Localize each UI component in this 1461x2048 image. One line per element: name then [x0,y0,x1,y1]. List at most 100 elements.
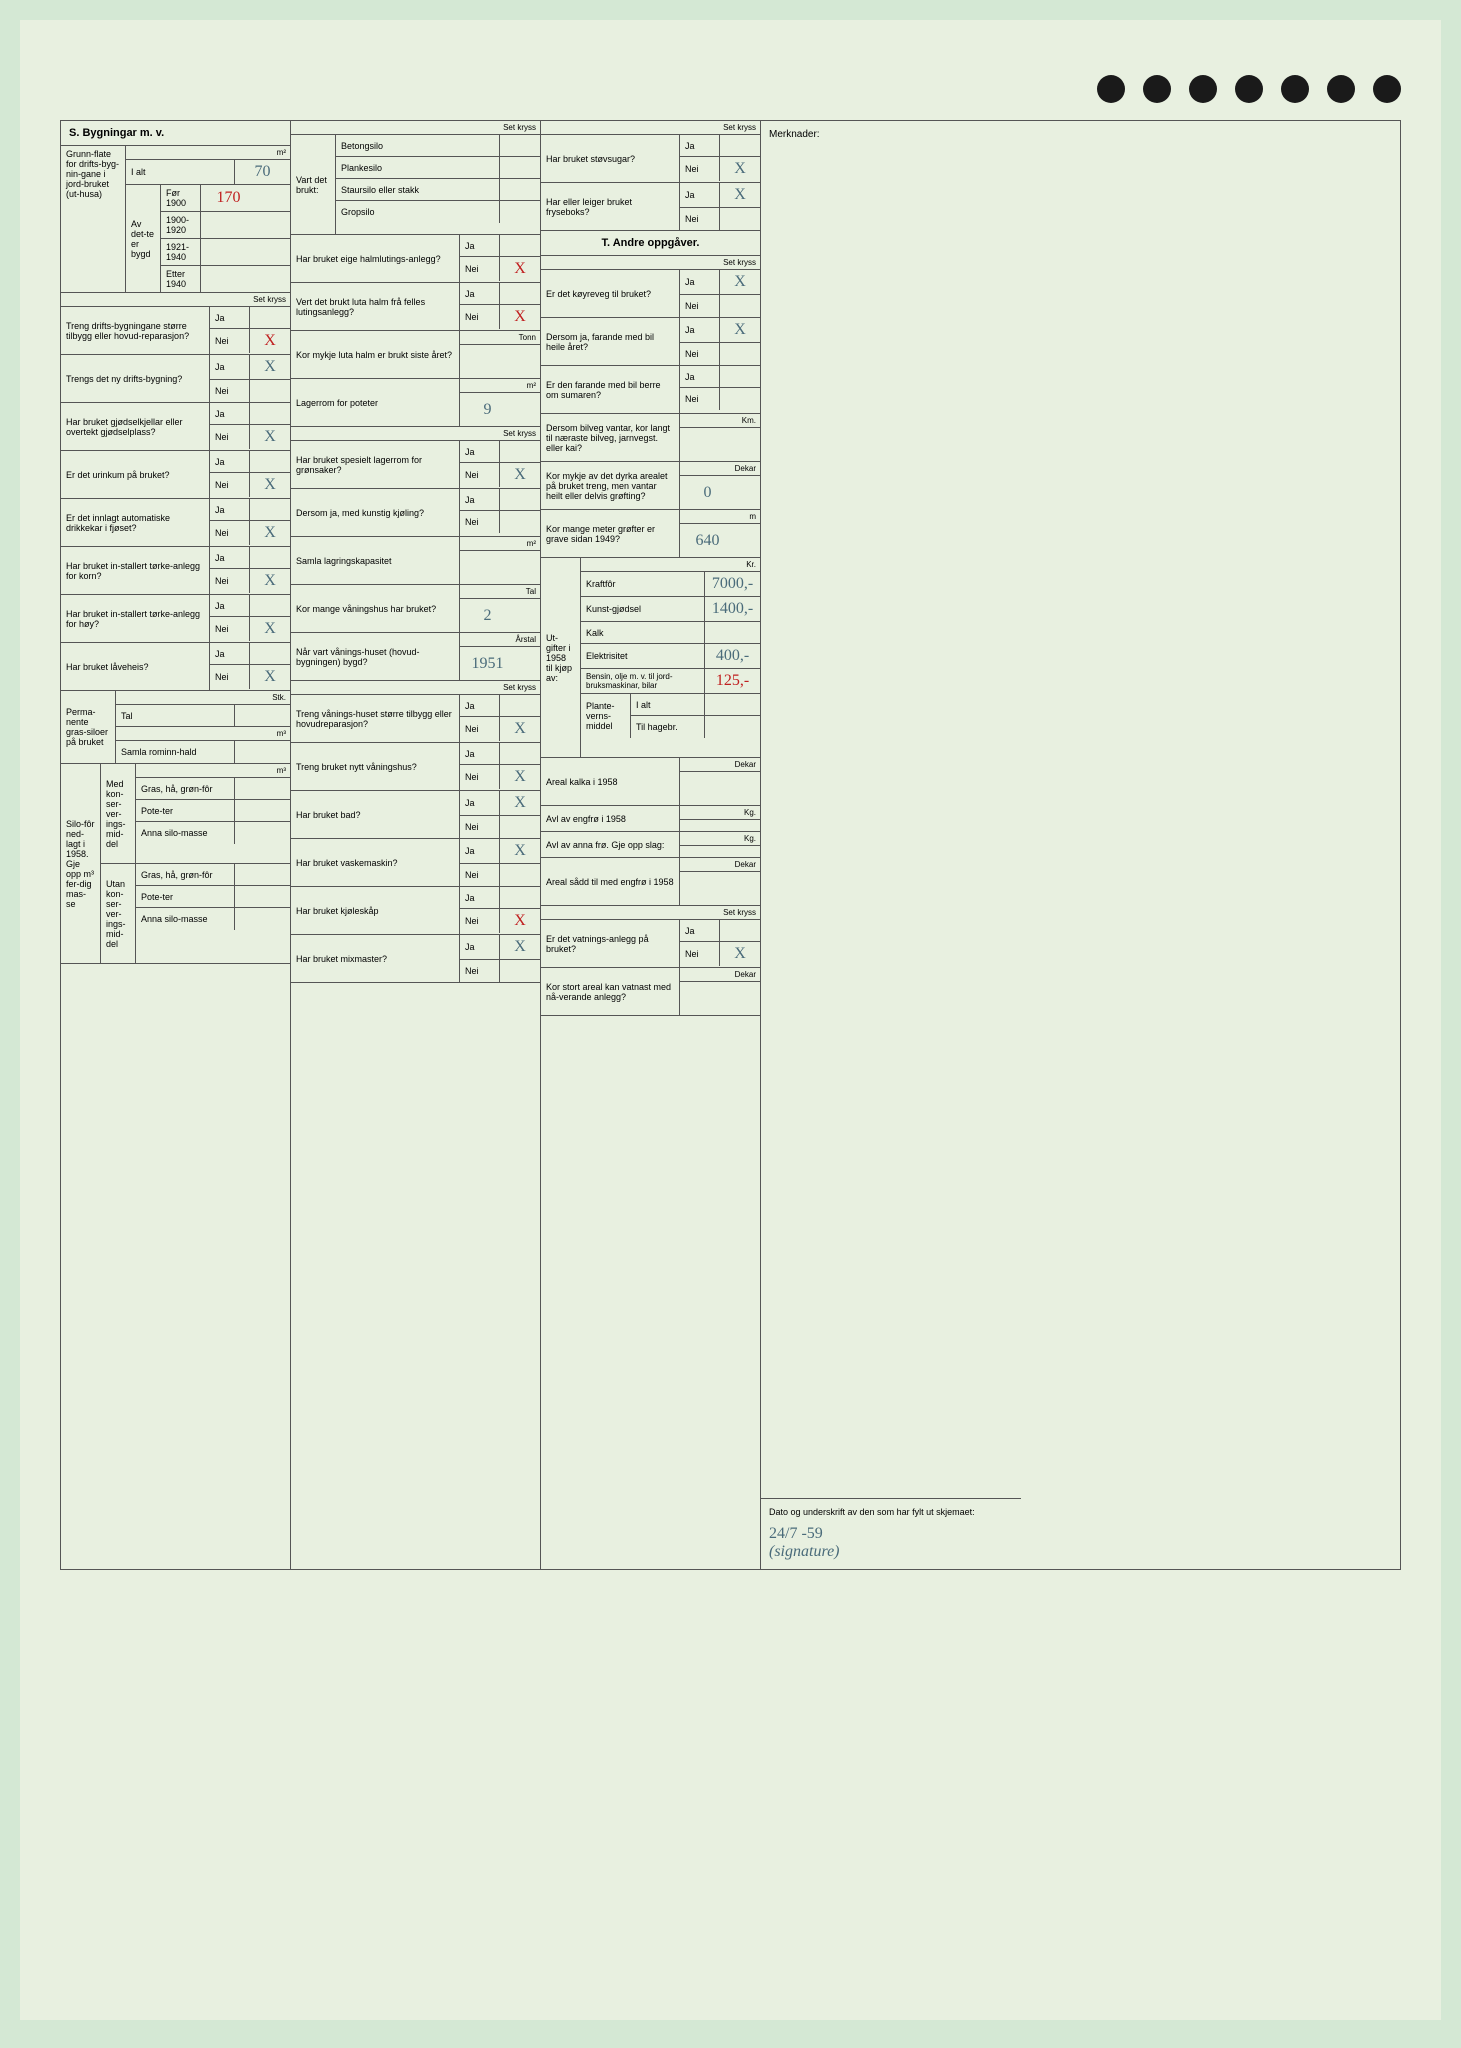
ja-label: Ja [210,403,250,424]
nei-label: Nei [460,257,500,281]
q3-ja [250,403,290,424]
q-mixmaster: Har bruket mixmaster? [291,935,460,982]
c2q14-nei: X [500,909,540,933]
bensin: Bensin, olje m. v. til jord-bruksmaskina… [581,669,705,693]
nei-label: Nei [460,816,500,838]
form-grid: S. Bygningar m. v. Grunn-flate for drift… [60,120,1401,1570]
med-anna-val [235,822,290,844]
unit-m2: m² [460,537,540,551]
c3q5-ja [720,366,760,387]
ja-label: Ja [460,791,500,815]
set-kryss-header: Set kryss [541,906,760,920]
c2q2-nei: X [500,305,540,329]
c2q10-nei: X [500,717,540,741]
nei-label: Nei [460,511,500,533]
nei-label: Nei [680,388,720,410]
q6-nei: X [250,569,290,593]
q5-ja [250,499,290,520]
ja-label: Ja [460,441,500,462]
c2q3-val [460,345,515,378]
silo-label: Silo-fôr ned-lagt i 1958. Gje opp m³ fer… [61,764,101,963]
ja-label: Ja [460,283,500,304]
signature-name: (signature) [769,1543,1013,1561]
nei-label: Nei [210,617,250,641]
c3q1-nei: X [720,157,760,181]
staursilo: Staursilo eller stakk [336,179,500,200]
poteter: Pote-ter [136,800,235,821]
unit-m: m [680,510,760,524]
c3q7-val: 0 [680,476,735,509]
plantevern-ialt: I alt [631,694,705,715]
gropsilo-val [500,201,540,223]
ja-label: Ja [210,307,250,328]
unit-dekar: Dekar [680,858,760,872]
unit-m2: m² [126,146,290,160]
signature-label: Dato og underskrift av den som har fylt … [769,1507,1013,1517]
anna: Anna silo-masse [136,822,235,844]
plantevern-hagebr: Til hagebr. [631,716,705,738]
nei-label: Nei [680,295,720,317]
binder-holes [1097,75,1401,103]
c3q4-nei [720,343,760,365]
plantevern-hagebr-val [705,716,760,738]
q-drikkekar: Er det innlagt automatiske drikkekar i f… [61,499,210,546]
c3q2-nei [720,208,760,230]
set-kryss-header: Set kryss [291,681,540,695]
q-kor-mange-vaningshus: Kor mange våningshus har bruket? [291,585,460,632]
unit-kr: Kr. [581,558,760,572]
ja-label: Ja [680,183,720,207]
q-avl-engfro: Avl av engfrø i 1958 [541,806,680,831]
ja-label: Ja [680,270,720,294]
grunnflate-ialt-value: 70 [235,160,290,184]
ja-label: Ja [460,839,500,863]
ja-label: Ja [460,695,500,716]
q-fryseboks: Har eller leiger bruket fryseboks? [541,183,680,230]
elektrisitet-val: 400,- [705,644,760,668]
betongsilo-val [500,135,540,156]
nei-label: Nei [460,463,500,487]
c3q8-val: 640 [680,524,735,557]
perma-samla: Samla rominn-hald [116,741,235,763]
utan-gras-val [235,864,290,885]
q6-ja [250,547,290,568]
unit-m3: m³ [136,764,290,778]
ja-label: Ja [460,887,500,908]
q-laveheis: Har bruket låveheis? [61,643,210,690]
q-vaskemaskin: Har bruket vaskemaskin? [291,839,460,886]
q-tilbygg: Treng drifts-bygningane større tilbygg e… [61,307,210,354]
c2q11-nei: X [500,765,540,789]
set-kryss-header: Set kryss [541,256,760,270]
unit-m3: m³ [116,727,290,741]
ja-label: Ja [210,451,250,472]
q7-nei: X [250,617,290,641]
c2q1-nei: X [500,257,540,281]
perma-tal-val [235,705,290,726]
q1-ja [250,307,290,328]
ja-label: Ja [210,499,250,520]
av-dette-label: Av det-te er bygd [126,185,161,292]
q2-ja: X [250,355,290,379]
q-koyreveg: Er det køyreveg til bruket? [541,270,680,317]
p1900-label: 1900-1920 [161,212,201,238]
ja-label: Ja [680,135,720,156]
ja-label: Ja [460,935,500,959]
c2q4-val: 9 [460,393,515,426]
nei-label: Nei [460,717,500,741]
unit-kg: Kg. [680,832,760,846]
c2q13-ja: X [500,839,540,863]
for1900-value: 170 [201,185,256,211]
nei-label: Nei [210,380,250,402]
nei-label: Nei [210,521,250,545]
c2q12-nei [500,816,540,838]
ja-label: Ja [680,366,720,387]
q8-nei: X [250,665,290,689]
perma-samla-val [235,741,290,763]
p1921-value [201,239,256,265]
c3q5-nei [720,388,760,410]
med-poteter-val [235,800,290,821]
unit-m2: m² [460,379,540,393]
plantevern-ialt-val [705,694,760,715]
hole [1373,75,1401,103]
utgifter-label: Ut-gifter i 1958 til kjøp av: [541,558,581,757]
ialt-label: I alt [126,160,235,184]
